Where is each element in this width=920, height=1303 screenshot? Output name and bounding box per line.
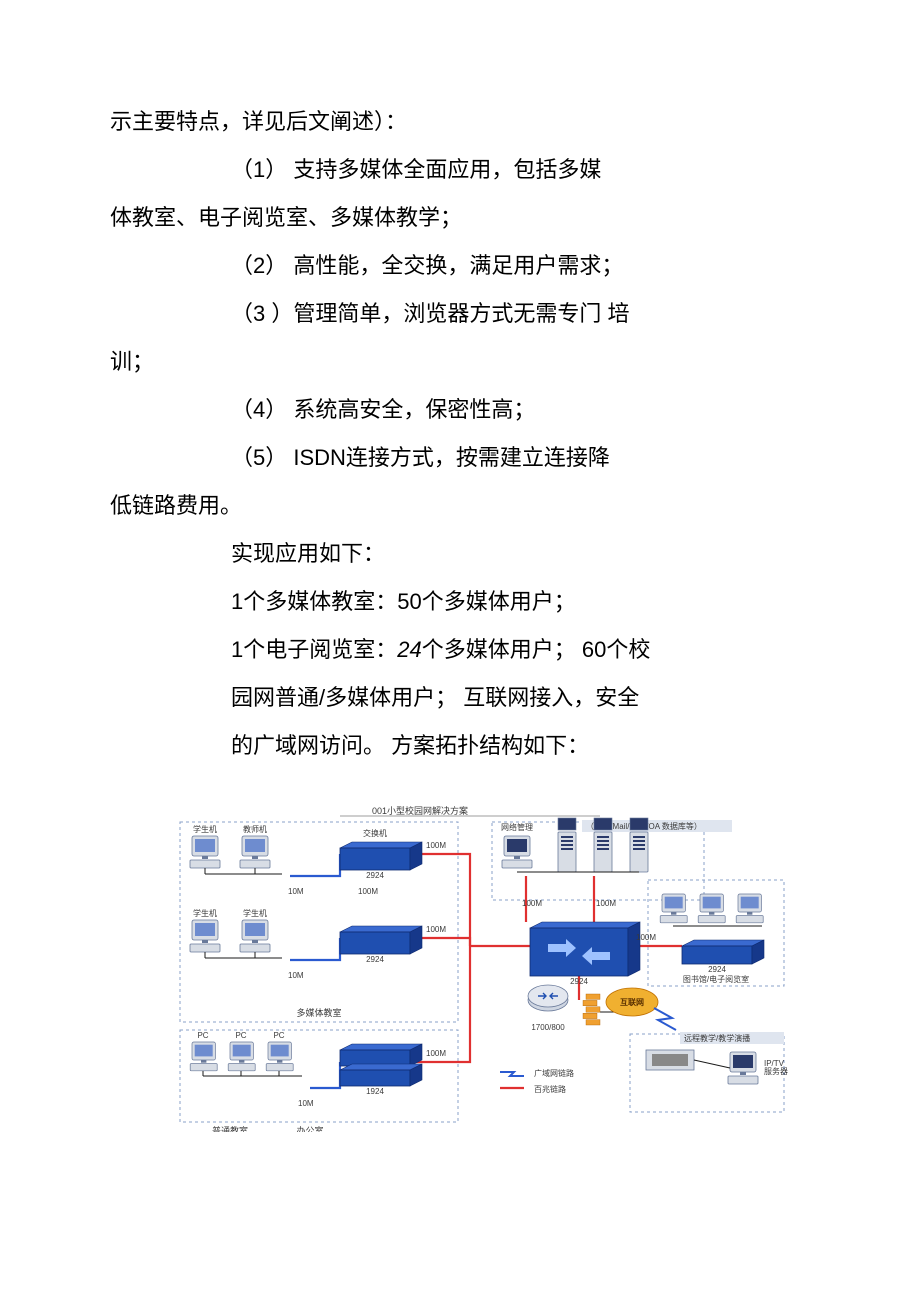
point-5-line2: 低链路费用。: [110, 484, 810, 528]
svg-text:教师机: 教师机: [243, 824, 267, 834]
svg-text:交换机: 交换机: [363, 828, 387, 838]
svg-text:1700/800: 1700/800: [531, 1023, 565, 1032]
app-line-3: 园网普通/多媒体用户； 互联网接入，安全: [110, 676, 810, 720]
svg-text:普通教室: 普通教室: [212, 1125, 248, 1132]
svg-text:学生机: 学生机: [193, 824, 217, 834]
svg-text:100M: 100M: [426, 841, 446, 850]
svg-text:10M: 10M: [288, 887, 304, 896]
app-line-2: 1个电子阅览室：24个多媒体用户； 60个校: [110, 628, 810, 672]
svg-text:办公室: 办公室: [296, 1125, 323, 1132]
point-3-line1: （3 ）管理简单，浏览器方式无需专门 培: [110, 292, 810, 336]
svg-text:10M: 10M: [298, 1099, 314, 1108]
svg-text:学生机: 学生机: [193, 908, 217, 918]
svg-text:远程教学/教学演播: 远程教学/教学演播: [684, 1033, 750, 1043]
point-2: （2） 高性能，全交换，满足用户需求；: [110, 244, 810, 288]
app-line-4: 的广域网访问。 方案拓扑结构如下：: [110, 724, 810, 768]
svg-text:2924: 2924: [366, 871, 384, 880]
svg-text:10M: 10M: [288, 971, 304, 980]
document-body: 示主要特点，详见后文阐述）： （1） 支持多媒体全面应用，包括多媒 体教室、电子…: [110, 100, 810, 768]
svg-text:PC: PC: [197, 1031, 208, 1040]
svg-text:网络管理: 网络管理: [501, 822, 533, 832]
lead-line: 示主要特点，详见后文阐述）：: [110, 100, 810, 144]
svg-text:2924: 2924: [570, 977, 588, 986]
svg-text:100M: 100M: [358, 887, 378, 896]
point-1-line1: （1） 支持多媒体全面应用，包括多媒: [110, 148, 810, 192]
svg-text:100M: 100M: [426, 925, 446, 934]
app-line-2b: 个多媒体用户； 60个校: [422, 637, 651, 662]
svg-text:广域网链路: 广域网链路: [534, 1068, 574, 1078]
svg-text:001小型校园网解决方案: 001小型校园网解决方案: [372, 805, 468, 816]
svg-text:学生机: 学生机: [243, 908, 267, 918]
svg-text:2924: 2924: [366, 955, 384, 964]
app-line-2-italic: 24: [397, 637, 421, 662]
svg-text:100M: 100M: [596, 899, 616, 908]
topology-diagram-container: 001小型校园网解决方案（Web/Mail/DNS/OA 数据库等）远程教学/教…: [110, 772, 810, 1132]
point-4: （4） 系统高安全，保密性高；: [110, 388, 810, 432]
svg-text:PC: PC: [235, 1031, 246, 1040]
point-3-line2: 训；: [110, 340, 810, 384]
app-line-2a: 1个电子阅览室：: [231, 637, 397, 662]
svg-text:互联网: 互联网: [620, 997, 644, 1007]
svg-text:2924: 2924: [708, 965, 726, 974]
svg-text:100M: 100M: [636, 933, 656, 942]
point-1-line2: 体教室、电子阅览室、多媒体教学；: [110, 196, 810, 240]
svg-text:图书馆/电子阅览室: 图书馆/电子阅览室: [683, 974, 749, 984]
svg-text:100M: 100M: [426, 1049, 446, 1058]
app-head: 实现应用如下：: [110, 532, 810, 576]
point-5-line1: （5） ISDN连接方式，按需建立连接降: [110, 436, 810, 480]
svg-text:1924: 1924: [366, 1087, 384, 1096]
svg-text:100M: 100M: [522, 899, 542, 908]
svg-text:百兆链路: 百兆链路: [534, 1084, 566, 1094]
svg-text:PC: PC: [273, 1031, 284, 1040]
app-line-1: 1个多媒体教室：50个多媒体用户；: [110, 580, 810, 624]
svg-text:多媒体教室: 多媒体教室: [296, 1007, 341, 1018]
topology-diagram: 001小型校园网解决方案（Web/Mail/DNS/OA 数据库等）远程教学/教…: [170, 802, 790, 1132]
